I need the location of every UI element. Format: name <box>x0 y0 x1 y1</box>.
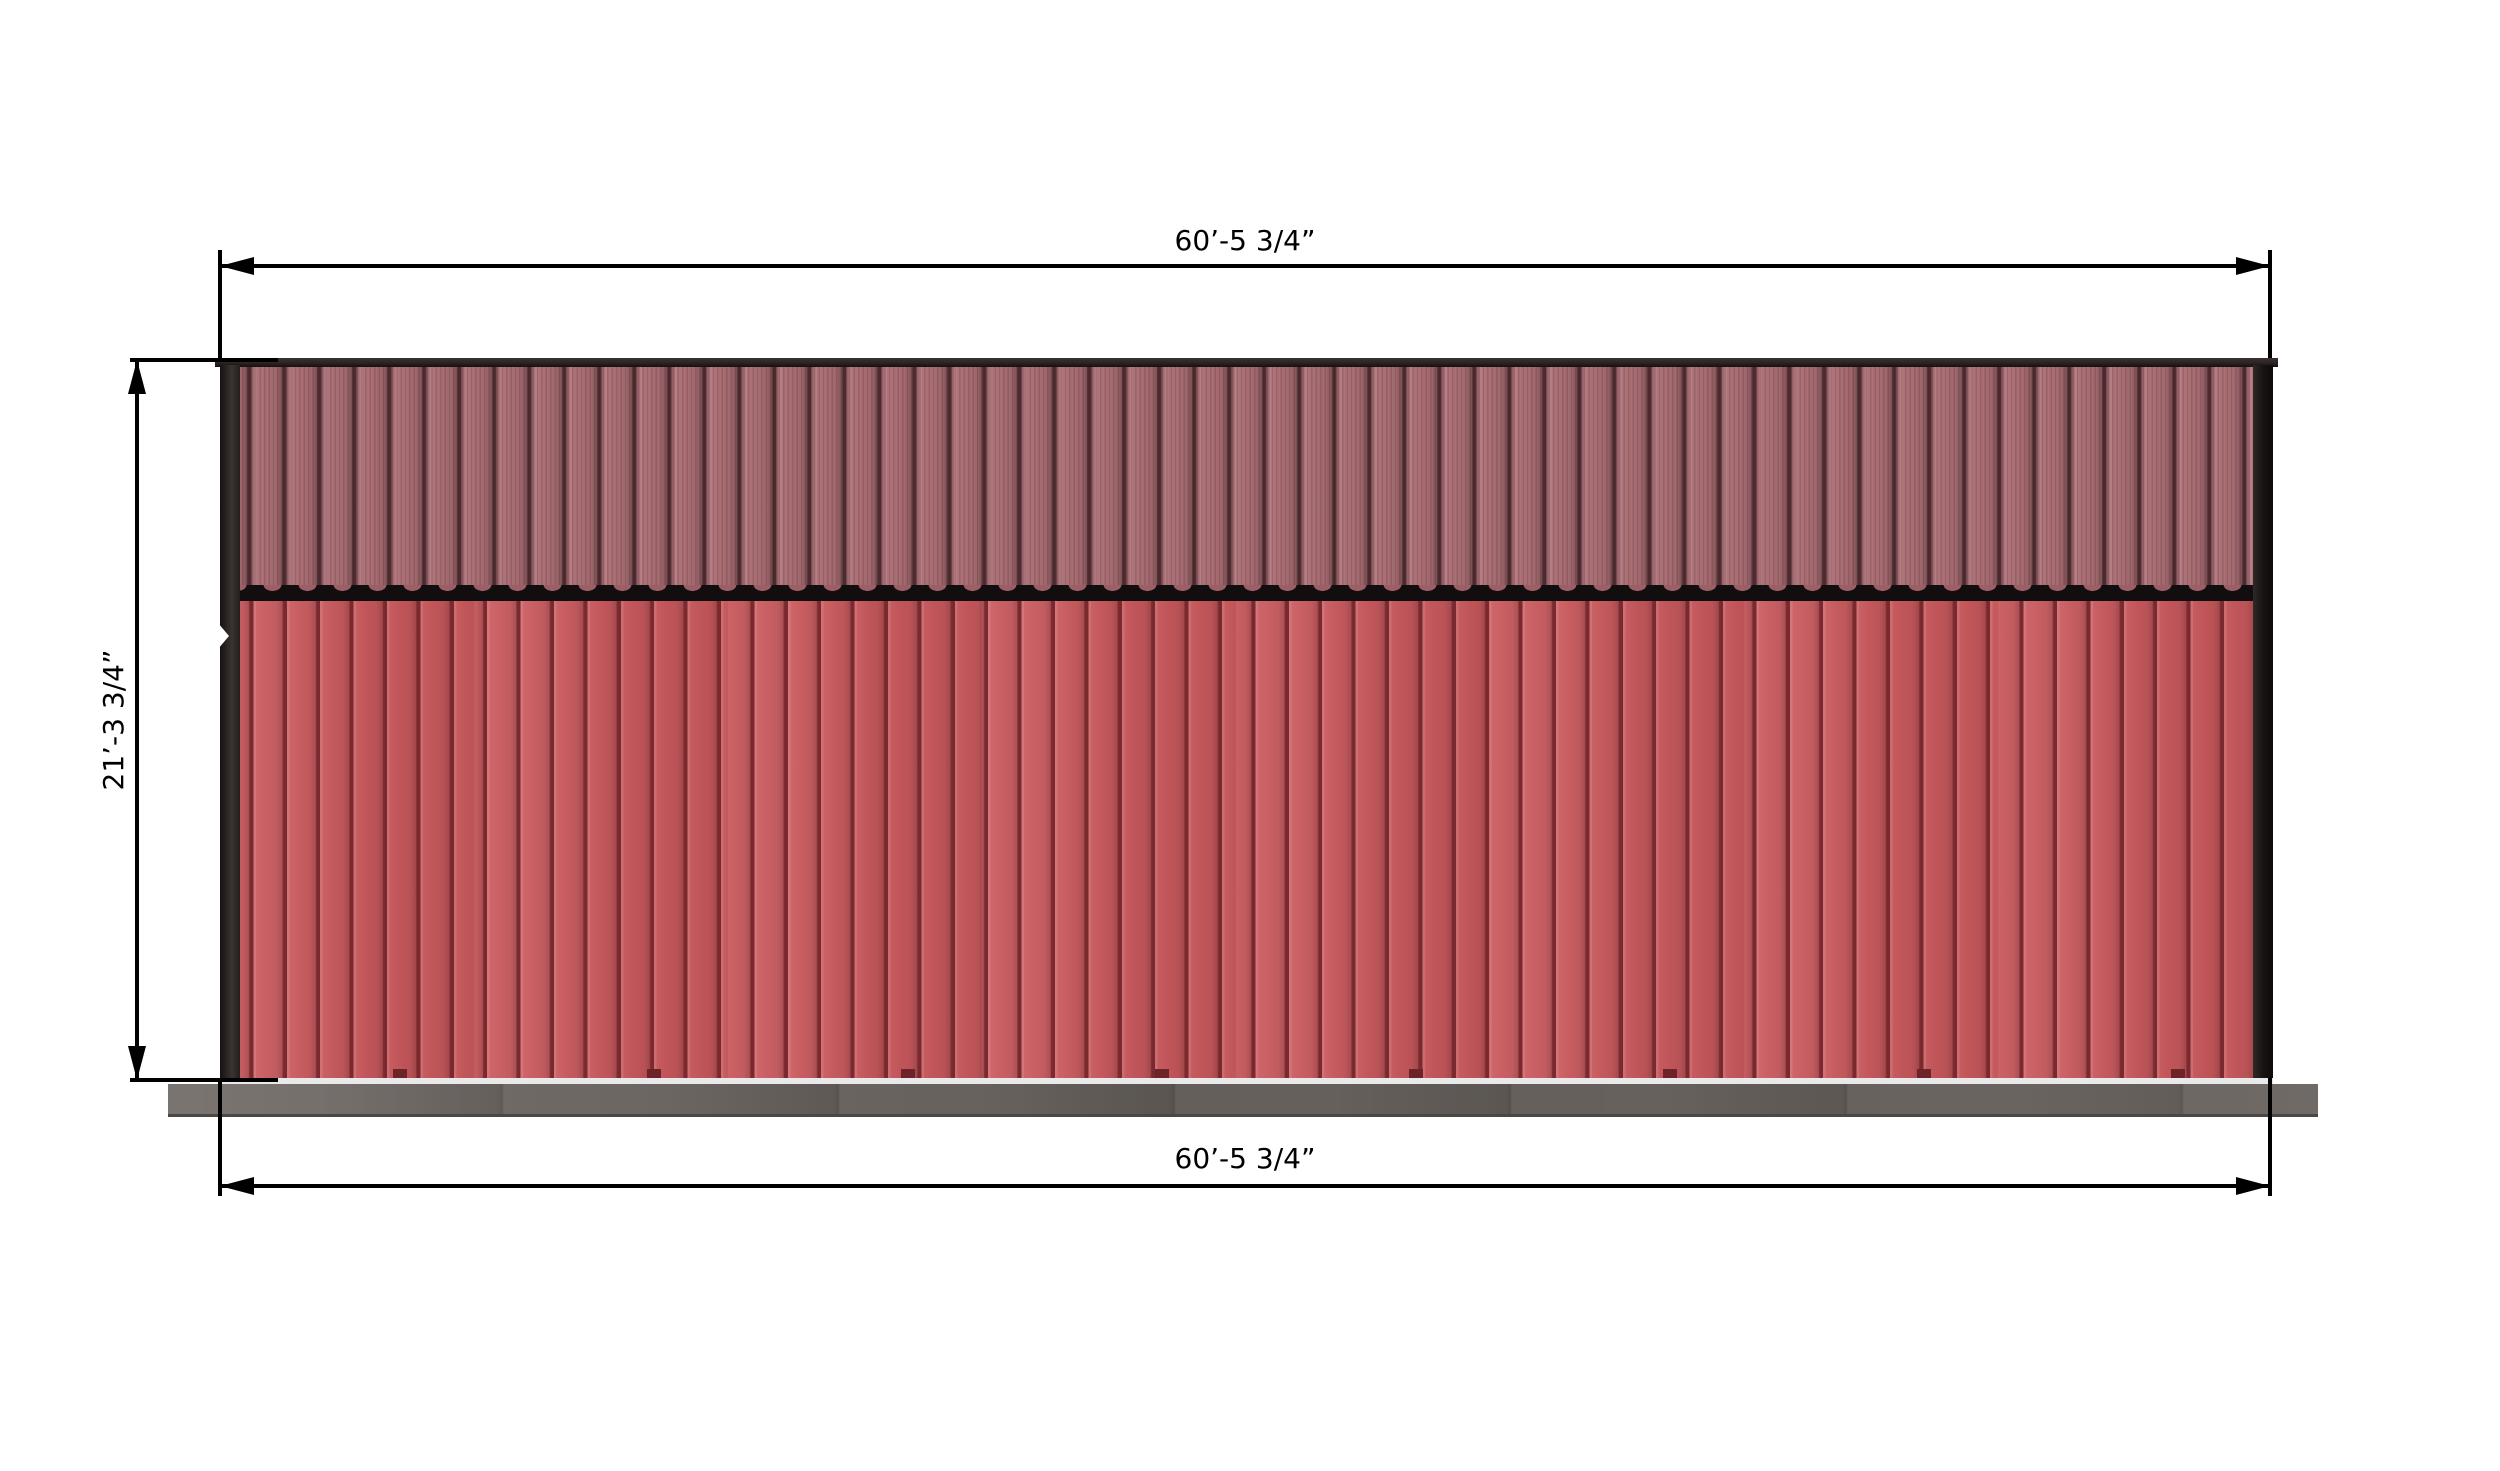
extension-line-left-bottom <box>130 1078 278 1082</box>
extension-line-top-left <box>218 250 222 360</box>
wall-base-rib-ends <box>220 1069 2273 1080</box>
corner-trim-left <box>218 365 240 1080</box>
dimension-label-left: 21’-3 3/4” <box>97 649 130 791</box>
arrowhead-right-icon <box>2236 257 2270 275</box>
extension-line-bottom-left <box>218 1078 222 1196</box>
dimension-label-top: 60’-5 3/4” <box>1174 224 1316 257</box>
building-side-elevation <box>215 358 2278 1080</box>
arrowhead-down-icon <box>128 1046 146 1080</box>
extension-line-left-top <box>130 358 278 362</box>
arrowhead-right-icon <box>2236 1177 2270 1195</box>
dimension-line-top <box>220 264 2270 268</box>
roof-panel-scalloped-edge <box>220 585 2273 595</box>
extension-line-bottom-right <box>2268 1078 2272 1196</box>
dimension-line-left <box>135 360 139 1080</box>
arrowhead-left-icon <box>220 257 254 275</box>
downspout-notch <box>218 623 229 649</box>
roof-edge-trim <box>215 358 2278 367</box>
roof-corrugated-panels <box>220 367 2273 585</box>
arrowhead-left-icon <box>220 1177 254 1195</box>
wall-corrugated-panels <box>220 601 2273 1080</box>
base-flashing-line <box>220 1078 2273 1084</box>
concrete-slab <box>168 1084 2318 1117</box>
corner-trim-right <box>2253 365 2273 1080</box>
arrowhead-up-icon <box>128 360 146 394</box>
extension-line-top-right <box>2268 250 2272 358</box>
dimension-label-bottom: 60’-5 3/4” <box>1174 1142 1316 1175</box>
dimension-line-bottom <box>220 1184 2270 1188</box>
